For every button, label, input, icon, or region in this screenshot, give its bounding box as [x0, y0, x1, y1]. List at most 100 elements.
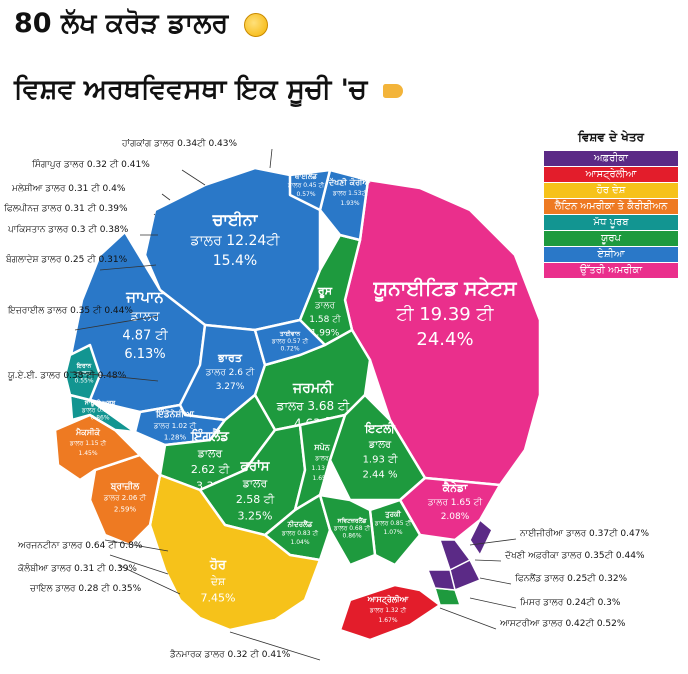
rim-cell: [426, 569, 456, 591]
cell-polygon: [63, 343, 102, 402]
cell-label: 15.4%: [213, 253, 257, 269]
cell-label: ਡਾਲਰ 1.02 ਟੀ: [153, 422, 197, 430]
cell-label: ਥਾਈਲੈਂਡ: [294, 171, 318, 180]
cell-polygon: [288, 168, 332, 212]
cell-label: 2.08%: [441, 512, 470, 522]
callout-label: ਇਜ਼ਰਾਈਲ ਡਾਲਰ 0.35 ਟੀ 0.44%: [7, 305, 133, 316]
cell-label: 1.45%: [78, 450, 97, 457]
cell-polygon: [253, 318, 327, 367]
legend-item: ਮੱਧ ਪੂਰਬ: [544, 215, 678, 230]
callout-leader: [469, 597, 517, 609]
cell-label: 0.57%: [296, 191, 315, 198]
callout-label: ਫਿਲਪੀਨਜ਼ ਡਾਲਰ 0.31 ਟੀ 0.39%: [3, 203, 128, 214]
cell-label: 1.13 ਟੀ: [312, 464, 333, 472]
cell-polygon: [148, 473, 322, 632]
cell-label: ਡਾਲਰ: [129, 310, 160, 325]
cell-label: 1.04%: [290, 539, 309, 546]
callout-leader: [474, 559, 502, 562]
callout-leader: [69, 371, 159, 382]
cell-label: 2.59%: [114, 505, 137, 513]
callout-label: ਚਾਇਲ ਡਾਲਰ 0.28 ਟੀ 0.35%: [29, 583, 142, 594]
callout-label: ਫਿਨਲੈਂਡ ਡਾਲਰ 0.25ਟੀ 0.32%: [514, 573, 628, 584]
cell-label: 1.99%: [311, 329, 340, 339]
cell-label: ਤੁਰਕੀ: [384, 509, 402, 518]
cell-label: ਡਾਲਰ: [242, 477, 268, 490]
callout-label: ਯੂ.ਏ.ਈ. ਡਾਲਰ 0.38 ਟੀ 0.48%: [7, 370, 127, 381]
cell-label: ਇਰਾਨ: [76, 362, 92, 370]
rim-cell: [469, 518, 493, 557]
callout-leader: [109, 554, 169, 575]
cell-polygon: [88, 453, 162, 547]
legend-items: ਅਫ਼ਰੀਕਾ ਆਸਟ੍ਰੇਲੀਆ ਹੋਰ ਦੇਸ਼ ਲੈਟਿਨ ਅਮਰੀਕਾ ਤੇ …: [544, 151, 678, 278]
cell-label: ਡਾਲਰ 12.24ਟੀ: [190, 233, 281, 249]
legend-item: ਯੂਰਪ: [544, 231, 678, 246]
flushed-face-icon: [243, 12, 268, 37]
legend-title: ਵਿਸ਼ਵ ਦੇ ਖੇਤਰ: [578, 130, 644, 144]
cell-label: ਜਰਮਨੀ: [292, 380, 334, 397]
cell-label: ਡਾਲਰ 3.68 ਟੀ: [276, 399, 350, 413]
cell-label: 2.58 ਟੀ: [236, 493, 275, 506]
cell-label: ਇੰਗਲੈਂਡ: [190, 428, 229, 445]
cell-label: 1.93 ਟੀ: [363, 454, 399, 466]
cell-label: ਡਾਲਰ 2.06 ਟੀ: [103, 494, 147, 502]
callout-label: ਕੋਲੰਬੀਆ ਡਾਲਰ 0.31 ਟੀ 0.39%: [17, 562, 137, 574]
cell-polygon: [318, 493, 377, 567]
callout-label: ਆਸਟਰੀਆ ਡਾਲਰ 0.42ਟੀ 0.52%: [499, 618, 626, 629]
callout-label: ਨਾਈਜੀਰੀਆ ਡਾਲਰ 0.37ਟੀ 0.47%: [519, 528, 649, 539]
cell-label: 6.13%: [124, 347, 165, 362]
cell-label: ਮੈਕਸੀਕੋ: [75, 426, 100, 437]
cell-label: ਡਾਲਰ 1.32 ਟੀ: [369, 606, 406, 614]
cell-label: ਯੂਨਾਈਟਿਡ ਸਟੇਟਸ: [373, 276, 519, 303]
cell-label: 2.44 %: [363, 470, 398, 481]
callout-label: ਬੰਗਲਾਦੇਸ਼ ਡਾਲਰ 0.25 ਟੀ 0.31%: [5, 253, 128, 265]
callout-label: ਹਾਂਗਕਾਂਗ ਡਾਲਰ 0.34ਟੀ 0.43%: [121, 138, 238, 149]
callout-leader: [229, 631, 321, 661]
cell-label: ਭਾਰਤ: [217, 351, 243, 364]
page-title-text: 80 ਲੱਖ ਕਰੋੜ ਡਾਲਰ: [14, 8, 229, 39]
callout-leader: [439, 607, 497, 630]
cell-label: ਇੰਡੋਨੇਸ਼ੀਆ: [155, 407, 195, 420]
callout-label: ਦੱਖਣੀ ਅਫ਼ਰੀਕਾ ਡਾਲਰ 0.35ਟੀ 0.44%: [504, 550, 645, 561]
cell-label: ਡਾਲਰ 2.6 ਟੀ: [205, 367, 255, 378]
cell-label: ਫਰਾਂਸ: [240, 460, 271, 475]
cell-label: 1.93%: [340, 200, 359, 207]
cell-label: ਦੱਖਣੀ ਕੋਰੀਆ: [328, 176, 372, 187]
legend-item: ਹੋਰ ਦੇਸ਼: [544, 183, 678, 198]
callout-leader: [74, 315, 159, 331]
cell-label: ਚਾਈਨਾ: [212, 210, 259, 229]
callout-leader: [469, 538, 517, 546]
callout-leader: [153, 213, 156, 216]
callout-leader: [117, 564, 181, 595]
cell-label: 1.65%: [312, 475, 331, 482]
cell-label: ਤਾਈਵਾਨ: [279, 330, 301, 338]
cell-label: ਰੂਸ: [317, 284, 333, 298]
cell-label: 2.62 ਟੀ: [191, 463, 230, 476]
cell-label: ਡਾਲਰ 1.15 ਟੀ: [69, 439, 106, 447]
cell-label: 7.45%: [201, 591, 236, 604]
callout-leader: [181, 169, 206, 186]
legend-item: ਅਫ਼ਰੀਕਾ: [544, 151, 678, 166]
callout-leader: [99, 264, 157, 271]
page-subtitle-text: ਵਿਸ਼ਵ ਅਰਥਵਿਵਸਥਾ ਇਕ ਸੂਚੀ 'ਚ: [14, 74, 368, 105]
cell-label: 3.25%: [238, 509, 273, 522]
cell-polygon: [368, 498, 422, 567]
callout-label: ਡੈਨਮਾਰਕ ਡਾਲਰ 0.32 ਟੀ 0.41%: [169, 649, 291, 660]
callout-label: ਮਿਸਰ ਡਾਲਰ 0.24ਟੀ 0.3%: [519, 597, 621, 608]
cell-label: ਟੀ 19.39 ਟੀ: [396, 304, 494, 325]
callout-leader: [479, 577, 512, 585]
cell-label: ਡਾਲਰ 0.68 ਟੀ: [333, 524, 370, 532]
cell-label: ਆਸਟ੍ਰੇਲੀਆ: [367, 594, 409, 605]
page-title: 80 ਲੱਖ ਕਰੋੜ ਡਾਲਰ: [14, 8, 268, 40]
legend-item: ਆਸਟ੍ਰੇਲੀਆ: [544, 167, 678, 182]
callout-leader: [269, 148, 273, 169]
cell-label: ਇਟਲੀ: [364, 422, 396, 436]
cell-label: ਡਾਲਰ: [314, 301, 336, 311]
cell-label: 0.86%: [342, 533, 361, 540]
cell-label: ਡਾਲਰ 0.45 ਟੀ: [287, 181, 324, 189]
cell-label: 0.72%: [280, 346, 299, 353]
legend-item: ਲੈਟਿਨ ਅਮਰੀਕਾ ਤੇ ਕੈਰੀਬੀਅਨ: [544, 199, 678, 214]
cell-label: ਸਪੇਨ: [313, 442, 330, 452]
cell-label: 1.67%: [378, 617, 397, 624]
cell-label: ਡਾਲਰ 1.53ਟੀ: [332, 189, 368, 197]
